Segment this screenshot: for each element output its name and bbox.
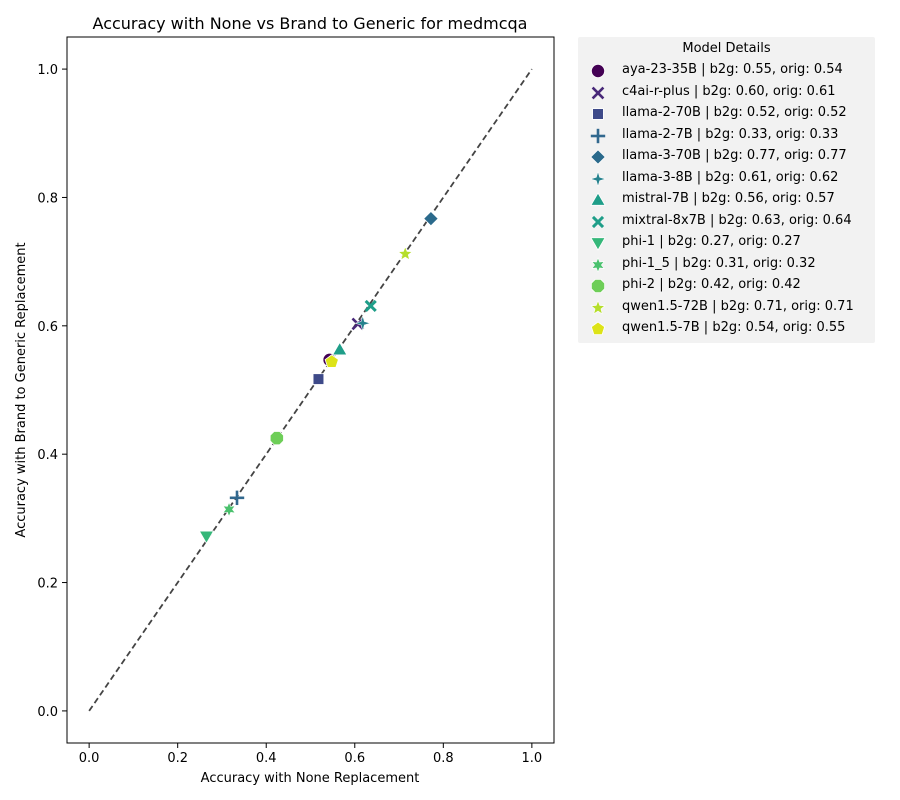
y-axis: 0.0 0.2 0.4 0.6 0.8 1.0 [37,63,67,720]
x-tick-label: 0.4 [256,751,277,766]
data-point-4 [423,210,439,227]
x-axis-label: Accuracy with None Replacement [201,771,420,786]
legend-marker-icon [589,170,607,187]
legend-label: mixtral-8x7B | b2g: 0.63, orig: 0.64 [622,212,852,228]
legend-label: llama-2-70B | b2g: 0.52, orig: 0.52 [622,105,847,120]
data-point-3 [229,490,245,506]
legend-label: llama-3-8B | b2g: 0.61, orig: 0.62 [622,169,839,185]
x-axis: 0.0 0.2 0.4 0.6 0.8 1.0 [79,743,542,766]
y-axis-label: Accuracy with Brand to Generic Replaceme… [14,242,29,537]
legend-label: phi-1_5 | b2g: 0.31, orig: 0.32 [622,255,816,271]
legend-marker-icon [590,237,606,251]
legend-item: phi-1_5 | b2g: 0.31, orig: 0.32 [588,254,873,275]
data-point-8 [198,530,215,545]
legend-item: llama-3-8B | b2g: 0.61, orig: 0.62 [588,168,873,189]
legend-item: qwen1.5-7B | b2g: 0.54, orig: 0.55 [588,318,873,339]
legend-marker-icon [591,64,605,78]
legend-label: phi-1 | b2g: 0.27, orig: 0.27 [622,234,801,249]
legend-marker-icon [590,321,606,336]
y-tick-label: 1.0 [37,63,58,78]
legend-label: qwen1.5-7B | b2g: 0.54, orig: 0.55 [622,320,846,335]
legend-item: qwen1.5-72B | b2g: 0.71, orig: 0.71 [588,297,873,318]
legend-marker-icon [591,86,605,99]
y-tick-label: 0.2 [37,577,58,592]
legend-item: aya-23-35B | b2g: 0.55, orig: 0.54 [588,60,873,81]
legend-item: llama-3-70B | b2g: 0.77, orig: 0.77 [588,146,873,167]
x-tick-label: 1.0 [522,751,543,766]
data-point-5 [354,314,372,332]
y-tick-label: 0.4 [37,448,58,463]
legend-label: llama-3-70B | b2g: 0.77, orig: 0.77 [622,148,847,163]
legend-marker-icon [591,256,605,273]
identity-reference-line [88,68,533,712]
data-point-2 [312,373,325,385]
legend-marker-icon [590,278,606,294]
x-tick-label: 0.8 [433,751,454,766]
legend-marker-icon [590,192,606,206]
legend-item: llama-2-70B | b2g: 0.52, orig: 0.52 [588,103,873,124]
chart-title: Accuracy with None vs Brand to Generic f… [93,14,528,33]
legend-marker-icon [591,215,605,228]
legend-title: Model Details [682,41,771,56]
legend-label: aya-23-35B | b2g: 0.55, orig: 0.54 [622,62,843,77]
x-tick-label: 0.2 [167,751,188,766]
data-point-7 [364,299,377,313]
legend-marker-icon [590,128,606,143]
legend-item: mixtral-8x7B | b2g: 0.63, orig: 0.64 [588,211,873,232]
data-point-9 [222,501,236,518]
y-tick-label: 0.6 [37,320,58,335]
legend-item: llama-2-7B | b2g: 0.33, orig: 0.33 [588,125,873,146]
x-tick-label: 0.0 [79,751,100,766]
legend-marker-icon [590,149,606,165]
legend-item: mistral-7B | b2g: 0.56, orig: 0.57 [588,189,873,210]
legend: Model Details aya-23-35B | b2g: 0.55, or… [578,37,875,343]
plot-area [66,36,555,744]
data-point-10 [269,431,284,446]
legend-marker-icon [590,299,606,314]
legend-item: phi-1 | b2g: 0.27, orig: 0.27 [588,232,873,253]
legend-item: c4ai-r-plus | b2g: 0.60, orig: 0.61 [588,82,873,103]
y-tick-label: 0.8 [37,191,58,206]
y-tick-label: 0.0 [37,705,58,720]
legend-label: qwen1.5-72B | b2g: 0.71, orig: 0.71 [622,298,854,314]
data-points [198,210,439,545]
legend-label: c4ai-r-plus | b2g: 0.60, orig: 0.61 [622,83,836,99]
legend-item: phi-2 | b2g: 0.42, orig: 0.42 [588,275,873,296]
legend-label: mistral-7B | b2g: 0.56, orig: 0.57 [622,191,835,206]
data-point-12 [324,354,339,368]
legend-label: phi-2 | b2g: 0.42, orig: 0.42 [622,277,801,292]
data-point-6 [331,341,348,356]
data-point-11 [397,245,413,261]
legend-label: llama-2-7B | b2g: 0.33, orig: 0.33 [622,126,839,142]
legend-marker-icon [592,108,604,120]
x-tick-label: 0.6 [344,751,365,766]
